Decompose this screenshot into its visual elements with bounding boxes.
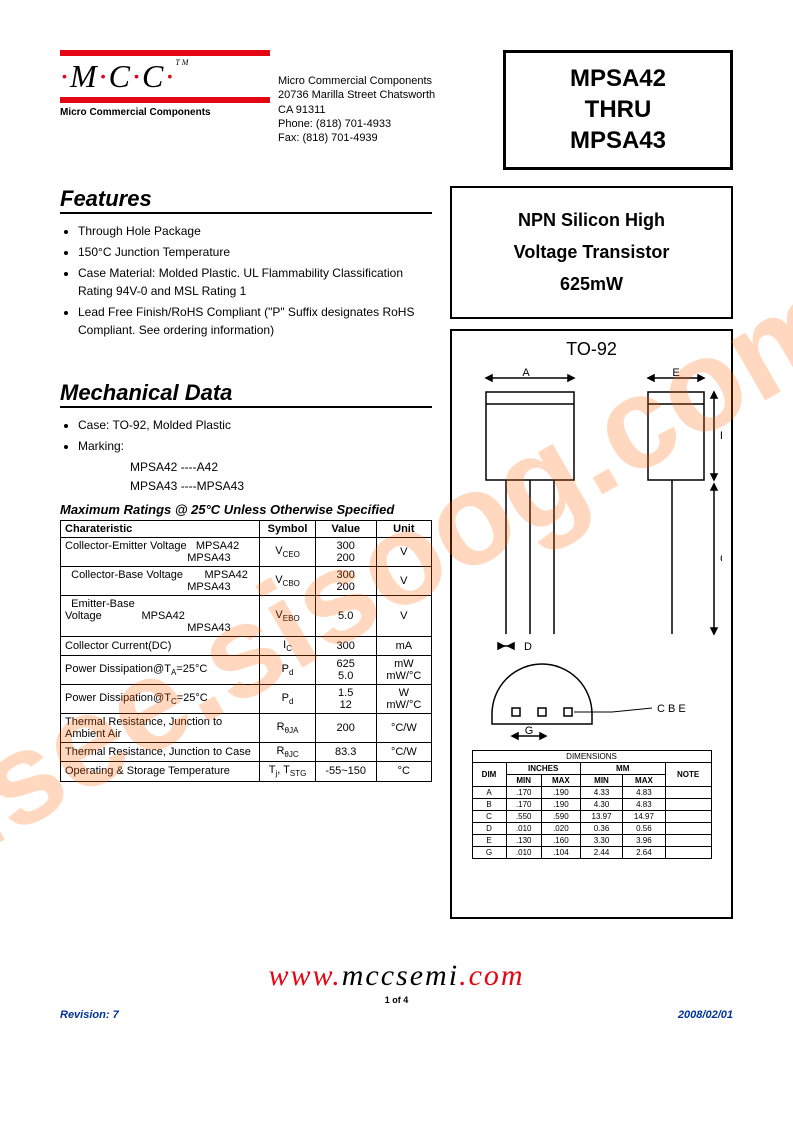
company-name: Micro Commercial Components	[278, 74, 435, 88]
feature-item: Through Hole Package	[78, 222, 432, 240]
dim-row: A.170.1904.334.83	[472, 786, 711, 798]
dim-row: C.550.59013.9714.97	[472, 810, 711, 822]
marking-1: MPSA42 ----A42	[130, 458, 432, 477]
content: Features Through Hole Package 150°C Junc…	[60, 186, 733, 919]
table-row: Power Dissipation@TA=25°C Pd 6255.0 mWmW…	[61, 656, 432, 685]
revision: Revision: 7	[60, 1009, 119, 1021]
title-line2: THRU	[516, 94, 720, 125]
mechanical-heading: Mechanical Data	[60, 380, 432, 408]
part-title-box: MPSA42 THRU MPSA43	[503, 50, 733, 170]
title-line1: MPSA42	[516, 63, 720, 94]
col-characteristic: Charateristic	[61, 520, 260, 537]
header: ·M·C·C·TM Micro Commercial Components Mi…	[60, 50, 733, 170]
col-symbol: Symbol	[260, 520, 315, 537]
mechanical-list: Case: TO-92, Molded Plastic Marking:	[60, 416, 432, 455]
product-line1: NPN Silicon High	[460, 204, 723, 236]
table-row: Power Dissipation@TC=25°C Pd 1.512 WmW/°…	[61, 685, 432, 714]
table-row: Collector Current(DC) IC 300 mA	[61, 636, 432, 655]
table-row: Collector-Emitter Voltage MPSA42 MPSA43 …	[61, 537, 432, 566]
title-line3: MPSA43	[516, 125, 720, 156]
feature-item: Case Material: Molded Plastic. UL Flamma…	[78, 264, 432, 300]
page-number: 1 of 4	[60, 995, 733, 1005]
right-column: NPN Silicon High Voltage Transistor 625m…	[450, 186, 733, 919]
logo-subtitle: Micro Commercial Components	[60, 107, 270, 118]
product-line3: 625mW	[460, 268, 723, 300]
package-diagram: A E B	[460, 364, 723, 744]
feature-item: 150°C Junction Temperature	[78, 243, 432, 261]
left-column: Features Through Hole Package 150°C Junc…	[60, 186, 432, 919]
company-addr2: CA 91311	[278, 103, 435, 117]
feature-item: Lead Free Finish/RoHS Compliant ("P" Suf…	[78, 303, 432, 339]
red-bar-bottom	[60, 97, 270, 103]
dim-row: D.010.0200.360.56	[472, 822, 711, 834]
company-fax: Fax: (818) 701-4939	[278, 131, 435, 145]
dim-header: DIMENSIONS	[472, 750, 711, 762]
features-list: Through Hole Package 150°C Junction Temp…	[60, 222, 432, 339]
ratings-table: Charateristic Symbol Value Unit Collecto…	[60, 520, 432, 782]
svg-text:C B E: C B E	[657, 703, 686, 715]
svg-text:D: D	[524, 641, 532, 653]
svg-text:B: B	[720, 430, 722, 442]
package-box: TO-92 A	[450, 329, 733, 919]
package-svg: A E B	[462, 364, 722, 744]
mech-item: Marking:	[78, 437, 432, 455]
logo-text: ·M·C·C·TM	[60, 56, 270, 97]
table-row: Thermal Resistance, Junction to Ambient …	[61, 714, 432, 743]
table-row: Emitter-Base Voltage MPSA42 MPSA43 VEBO …	[61, 595, 432, 636]
col-value: Value	[315, 520, 376, 537]
table-row: Operating & Storage Temperature Tj, TSTG…	[61, 762, 432, 781]
dim-row: B.170.1904.304.83	[472, 798, 711, 810]
marking-2: MPSA43 ----MPSA43	[130, 477, 432, 496]
table-row: Thermal Resistance, Junction to Case RθJ…	[61, 743, 432, 762]
dimensions-table: DIMENSIONS DIM INCHES MM NOTE MINMAX MIN…	[472, 750, 712, 859]
dim-row: E.130.1603.303.96	[472, 834, 711, 846]
dim-row: G.010.1042.442.64	[472, 846, 711, 858]
company-phone: Phone: (818) 701-4933	[278, 117, 435, 131]
logo: ·M·C·C·TM Micro Commercial Components	[60, 50, 270, 170]
svg-text:G: G	[524, 725, 533, 737]
ratings-heading: Maximum Ratings @ 25°C Unless Otherwise …	[60, 502, 432, 517]
svg-text:C: C	[720, 553, 722, 565]
footer-url: www.mccsemi.com	[60, 959, 733, 993]
col-unit: Unit	[376, 520, 431, 537]
features-heading: Features	[60, 186, 432, 214]
mech-item: Case: TO-92, Molded Plastic	[78, 416, 432, 434]
marking-lines: MPSA42 ----A42 MPSA43 ----MPSA43	[60, 458, 432, 496]
company-addr1: 20736 Marilla Street Chatsworth	[278, 88, 435, 102]
ratings-header-row: Charateristic Symbol Value Unit	[61, 520, 432, 537]
product-description-box: NPN Silicon High Voltage Transistor 625m…	[450, 186, 733, 319]
table-row: Collector-Base Voltage MPSA42 MPSA43 VCB…	[61, 566, 432, 595]
svg-text:E: E	[672, 367, 679, 379]
date: 2008/02/01	[678, 1009, 733, 1021]
product-line2: Voltage Transistor	[460, 236, 723, 268]
footer-bar: Revision: 7 2008/02/01	[60, 1009, 733, 1021]
package-title: TO-92	[460, 339, 723, 360]
company-info: Micro Commercial Components 20736 Marill…	[278, 50, 435, 170]
svg-text:A: A	[522, 367, 530, 379]
